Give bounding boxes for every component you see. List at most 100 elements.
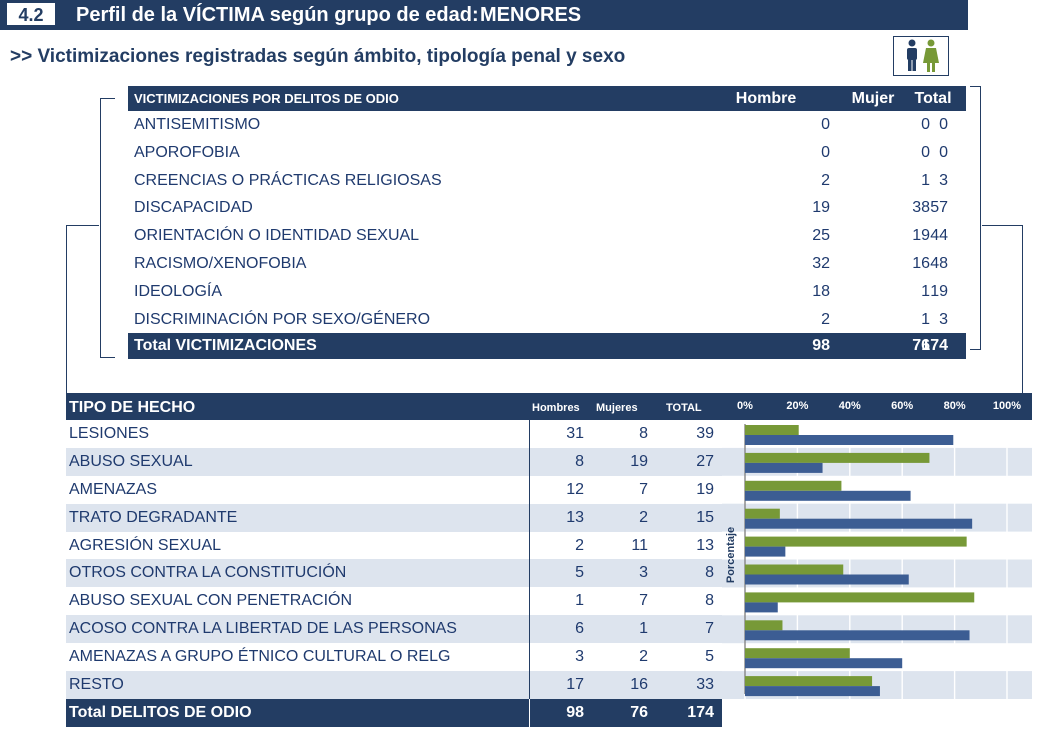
row-total: 0: [939, 116, 948, 133]
section-header: 4.2 Perfil de la VÍCTIMA según grupo de …: [0, 0, 968, 30]
total-label: Total DELITOS DE ODIO: [69, 703, 252, 721]
row-mujeres: 11: [631, 536, 648, 554]
total-total: 174: [687, 703, 714, 721]
row-total: 48: [930, 254, 948, 272]
row-label: IDEOLOGÍA: [134, 282, 223, 300]
row-label: TRATO DEGRADANTE: [69, 508, 238, 526]
row-total: 8: [705, 564, 714, 582]
row-hombre: 32: [812, 254, 830, 272]
row-mujeres: 7: [639, 592, 648, 610]
column-separator: [529, 643, 530, 672]
tipo-hecho-table: TIPO DE HECHO Hombres Mujeres TOTAL LESI…: [66, 393, 722, 727]
column-separator: [529, 475, 530, 504]
row-hombre: 0: [821, 116, 830, 133]
row-label: CREENCIAS O PRÁCTICAS RELIGIOSAS: [134, 171, 442, 189]
row-hombre: 25: [812, 227, 830, 245]
table-row: AMENAZAS 12 7 19: [66, 475, 722, 504]
x-tick-label: 20%: [786, 400, 808, 412]
column-separator: [529, 531, 530, 560]
row-mujer: 16: [912, 254, 930, 272]
row-mujer: 0: [921, 143, 930, 161]
row-label: LESIONES: [69, 425, 150, 442]
row-label: ORIENTACIÓN O IDENTIDAD SEXUAL: [134, 227, 420, 245]
table-header: VICTIMIZACIONES POR DELITOS DE ODIO Homb…: [128, 86, 966, 111]
header-total: Total: [914, 90, 952, 107]
row-hombres: 12: [566, 480, 584, 498]
header-hombres: Hombres: [532, 402, 580, 414]
bar-mujer: [745, 620, 783, 631]
connector-right: [982, 225, 1022, 227]
x-tick-label: 80%: [944, 400, 966, 412]
row-total: 44: [930, 227, 948, 245]
table-row: OTROS CONTRA LA CONSTITUCIÓN 5 3 8: [66, 559, 722, 588]
section-group: MENORES: [480, 4, 582, 26]
column-separator: [529, 503, 530, 532]
row-hombre: 19: [812, 199, 830, 217]
row-total: 8: [705, 592, 714, 610]
page-subtitle: >> Victimizaciones registradas según ámb…: [10, 46, 626, 67]
section-title: Perfil de la VÍCTIMA según grupo de edad…: [76, 4, 479, 26]
row-label: AGRESIÓN SEXUAL: [69, 536, 222, 554]
table-row: ORIENTACIÓN O IDENTIDAD SEXUAL 25 19 44: [128, 222, 966, 250]
table-row: ACOSO CONTRA LA LIBERTAD DE LAS PERSONAS…: [66, 615, 722, 644]
row-label: DISCAPACIDAD: [134, 199, 253, 217]
row-hombres: 31: [566, 425, 584, 442]
row-mujeres: 8: [639, 425, 648, 442]
row-hombres: 6: [575, 620, 584, 638]
male-female-icon: [893, 36, 949, 76]
row-hombres: 3: [575, 648, 584, 666]
row-total: 15: [696, 508, 714, 526]
bar-mujer: [745, 536, 967, 547]
row-label: ABUSO SEXUAL: [69, 452, 193, 470]
row-hombre: 2: [821, 310, 830, 328]
table-row: TRATO DEGRADANTE 13 2 15: [66, 503, 722, 532]
row-mujer: 1: [921, 171, 930, 189]
row-total: 0: [939, 143, 948, 161]
bar-hombre: [745, 490, 911, 501]
percentage-bar-chart: 0% 20% 40% 60% 80% 100% Porcentaje: [722, 393, 1032, 730]
table-row: ABUSO SEXUAL CON PENETRACIÓN 1 7 8: [66, 587, 722, 616]
row-label: APOROFOBIA: [134, 143, 240, 161]
bar-mujer: [745, 452, 930, 463]
table-total-row: Total VICTIMIZACIONES 98 76 174: [128, 333, 966, 360]
row-total: 3: [939, 171, 948, 189]
row-mujeres: 3: [639, 564, 648, 582]
y-axis-label: Porcentaje: [725, 527, 737, 583]
row-label: ANTISEMITISMO: [134, 116, 261, 133]
bar-hombre: [745, 435, 954, 445]
row-label: OTROS CONTRA LA CONSTITUCIÓN: [69, 564, 347, 582]
row-mujer: 1: [921, 310, 930, 328]
column-separator: [529, 447, 530, 476]
section-number: 4.2: [6, 2, 56, 26]
row-total: 33: [696, 676, 714, 694]
row-total: 13: [696, 536, 714, 554]
row-hombres: 2: [575, 536, 584, 554]
table-row: IDEOLOGÍA 18 1 19: [128, 278, 966, 306]
row-mujer: 19: [912, 227, 930, 245]
header-tipo-hecho: TIPO DE HECHO: [69, 399, 196, 416]
row-mujeres: 16: [630, 676, 648, 694]
row-total: 39: [696, 425, 714, 442]
table-row: AGRESIÓN SEXUAL 2 11 13: [66, 531, 722, 560]
row-mujeres: 19: [630, 452, 648, 470]
column-separator: [529, 698, 530, 727]
row-hombre: 18: [812, 282, 830, 300]
column-separator: [529, 587, 530, 616]
row-mujer: 0: [921, 116, 930, 133]
bar-mujer: [745, 564, 844, 575]
chart-svg: 0% 20% 40% 60% 80% 100% Porcentaje: [722, 393, 1032, 730]
row-hombre: 2: [821, 171, 830, 189]
connector-left: [66, 225, 99, 394]
row-label: DISCRIMINACIÓN POR SEXO/GÉNERO: [134, 310, 431, 328]
row-total: 19: [930, 282, 948, 300]
row-hombres: 17: [566, 676, 584, 694]
header-total: TOTAL: [666, 402, 702, 414]
header-mujeres: Mujeres: [596, 402, 638, 414]
bar-mujer: [745, 480, 842, 491]
column-separator: [529, 671, 530, 699]
victimizaciones-table: VICTIMIZACIONES POR DELITOS DE ODIO Homb…: [128, 86, 966, 360]
bar-mujer: [745, 676, 873, 687]
table-row: AMENAZAS A GRUPO ÉTNICO CULTURAL O RELG 3…: [66, 643, 722, 672]
row-mujeres: 2: [639, 508, 648, 526]
table-row: RACISMO/XENOFOBIA 32 16 48: [128, 250, 966, 278]
